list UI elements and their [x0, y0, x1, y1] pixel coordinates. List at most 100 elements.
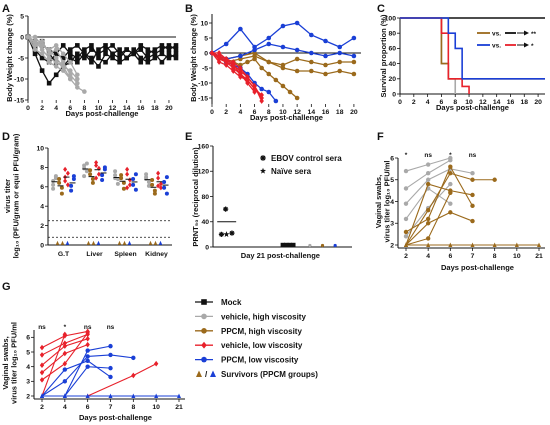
data-point-ppcm_low	[40, 393, 44, 398]
data-point-mock	[166, 51, 172, 57]
data-point-mock	[166, 55, 172, 61]
legend-marker-survivor-low	[210, 370, 216, 377]
data-point-ppcm_low	[85, 393, 90, 398]
x-tick-label: 2	[412, 99, 416, 106]
data-point-vehicle_high	[32, 38, 38, 44]
panel-letter-f: F	[377, 131, 384, 143]
x-axis-title: Days post-challenge	[66, 109, 139, 118]
data-point-vehicle_high	[46, 55, 52, 61]
y-tick-label: 6	[26, 335, 30, 342]
y-tick-label: -10	[14, 76, 24, 83]
data-point-ppcm_high	[323, 62, 328, 68]
data-point-mock	[96, 51, 101, 57]
y-tick-label: 2	[26, 393, 30, 400]
data-point-vehicle_high	[113, 169, 118, 174]
data-point-ppcm_high	[425, 221, 431, 226]
data-point-mock	[39, 68, 45, 73]
x-tick-label: 12	[109, 105, 117, 112]
data-point-mock	[39, 55, 45, 61]
x-tick-label: 6	[253, 109, 257, 116]
data-point-mock	[145, 51, 151, 57]
y-tick-label: 0	[204, 50, 208, 57]
y-tick-label: 5	[20, 13, 24, 20]
x-tick-label: 10	[279, 109, 287, 116]
x-tick-label: 14	[308, 109, 316, 116]
data-point-ppcm_low	[238, 26, 243, 32]
significance-mark: *	[531, 43, 534, 50]
data-point-mock	[53, 51, 59, 57]
x-tick-label: 18	[336, 109, 344, 116]
y-tick-label: 2	[40, 223, 44, 230]
survivor-marker	[127, 240, 132, 245]
data-point-ppcm_low	[323, 53, 328, 59]
legend-marker-ppcm_low	[201, 356, 207, 363]
data-point-mock	[32, 51, 38, 57]
x-tick-label: 6	[440, 99, 444, 106]
data-point-ppcm_low	[69, 188, 74, 193]
data-point-ppcm_high	[294, 68, 300, 74]
panel-letter-e: E	[185, 131, 192, 143]
data-point-ppcm_high	[351, 71, 357, 77]
data-point-vehicle_low	[127, 182, 132, 188]
x-tick-label: 0	[210, 109, 214, 116]
x-tick-label: 21	[535, 253, 543, 260]
data-point-ppcm_low	[108, 393, 113, 398]
data-point-vehicle_low	[158, 181, 163, 187]
data-point-ppcm_high	[425, 208, 431, 213]
data-point-vehicle_high	[82, 89, 87, 94]
data-point-vehicle_high	[308, 243, 312, 248]
x-tick-label: 10	[465, 99, 473, 106]
data-point-vehicle_high	[39, 51, 45, 57]
data-point-vehicle_low	[156, 183, 161, 189]
data-point-mock	[67, 55, 73, 61]
series-line-vehicle_high	[405, 187, 451, 220]
data-point-vehicle_low	[259, 98, 264, 104]
y-axis-title: Body Weight change (%)	[5, 14, 14, 102]
data-point-vehicle_low	[39, 362, 45, 368]
x-tick-label: 0	[26, 105, 30, 112]
data-point-ppcm_low	[71, 174, 76, 179]
data-point-vehicle_low	[63, 166, 68, 172]
y-tick-label: 0	[392, 91, 396, 98]
data-point-ppcm_low	[131, 182, 136, 187]
data-point-mock	[138, 47, 144, 52]
data-point-ppcm_high	[119, 176, 124, 181]
survival-curve-ppcm_high	[400, 17, 545, 80]
data-point-ppcm_low	[108, 365, 113, 371]
data-point-vehicle_high	[25, 34, 31, 40]
category-label: G.T	[58, 251, 70, 258]
data-point-vehicle_low	[85, 341, 90, 348]
data-point-mock	[110, 43, 115, 48]
data-point-mock	[60, 43, 66, 48]
data-point-ppcm_low	[266, 89, 272, 95]
data-point-vehicle_high	[113, 176, 118, 181]
data-point-ppcm_high	[404, 242, 408, 247]
data-point-ppcm_high	[119, 173, 124, 178]
data-point-vehicle_high	[39, 47, 45, 52]
series-line-ppcm_high	[405, 211, 473, 246]
data-point-vehicle_low	[94, 175, 99, 181]
data-point-ppcm_high	[150, 182, 155, 187]
survivor-marker	[153, 240, 158, 245]
data-point-mock	[60, 55, 66, 61]
y-tick-label: 60	[388, 46, 396, 53]
data-point-vehicle_high	[403, 168, 409, 174]
data-point-mock	[117, 55, 122, 61]
data-point-ppcm_low	[309, 50, 314, 56]
data-point-mock	[138, 59, 144, 65]
annotation-vs: vs.	[492, 31, 501, 38]
legend-marker-control	[260, 155, 266, 161]
data-point-ppcm_high	[514, 242, 519, 247]
data-point-mock	[89, 55, 94, 61]
y-tick-label: 3	[26, 379, 30, 386]
data-point-mock	[110, 55, 115, 61]
data-point-mock	[152, 47, 158, 52]
data-point-vehicle_high	[425, 162, 431, 167]
data-point-vehicle_high	[53, 47, 59, 52]
survivor-marker	[86, 240, 91, 245]
data-point-ppcm_high	[90, 180, 95, 185]
data-point-ppcm_low	[164, 191, 169, 196]
data-point-ppcm_low	[280, 23, 286, 29]
data-point-vehicle_low	[125, 185, 130, 191]
data-point-ppcm_low	[85, 358, 90, 363]
